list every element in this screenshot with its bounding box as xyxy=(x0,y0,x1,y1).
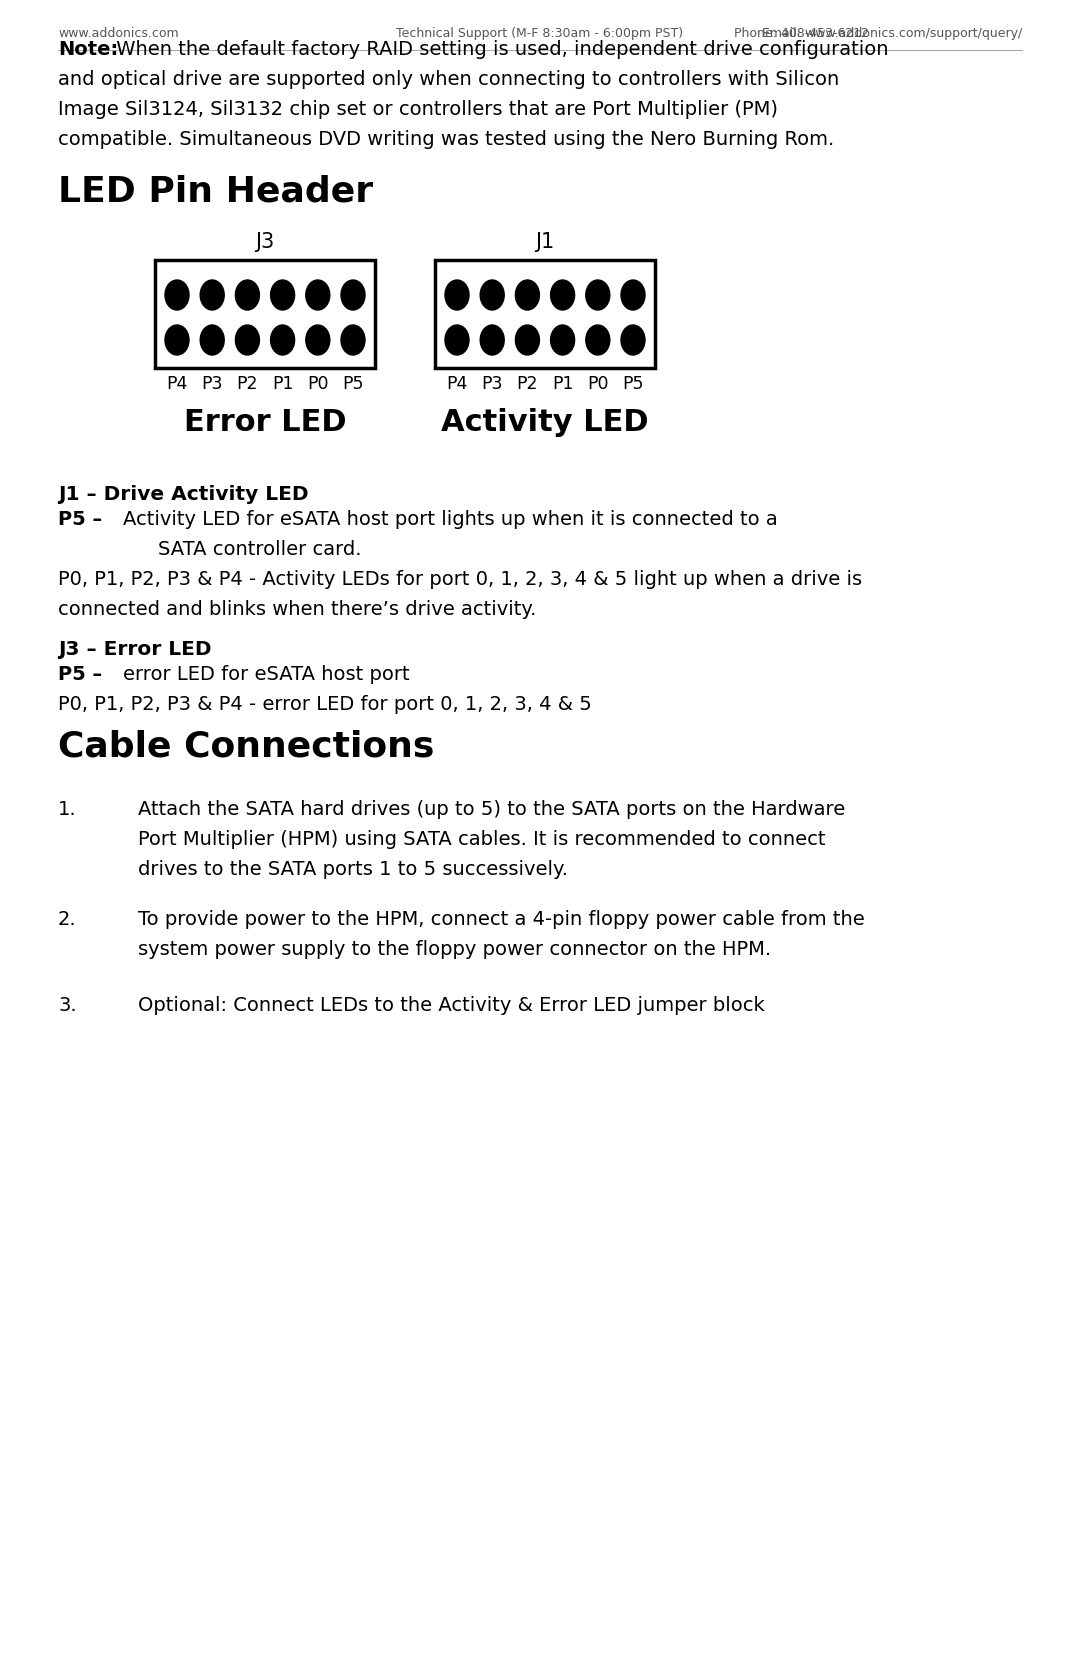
Text: P5: P5 xyxy=(342,376,364,392)
Ellipse shape xyxy=(585,280,610,310)
Text: 1.: 1. xyxy=(58,799,77,819)
Text: P0, P1, P2, P3 & P4 - error LED for port 0, 1, 2, 3, 4 & 5: P0, P1, P2, P3 & P4 - error LED for port… xyxy=(58,694,592,714)
Text: Activity LED for eSATA host port lights up when it is connected to a: Activity LED for eSATA host port lights … xyxy=(123,511,778,529)
Text: P4: P4 xyxy=(166,376,188,392)
Ellipse shape xyxy=(235,325,259,355)
Text: J3 – Error LED: J3 – Error LED xyxy=(58,639,212,659)
Text: P5 –: P5 – xyxy=(58,664,103,684)
Text: P3: P3 xyxy=(482,376,503,392)
Text: Activity LED: Activity LED xyxy=(442,407,649,437)
Ellipse shape xyxy=(165,280,189,310)
Text: P3: P3 xyxy=(202,376,222,392)
Text: Error LED: Error LED xyxy=(184,407,347,437)
Text: P5 –: P5 – xyxy=(58,511,103,529)
Ellipse shape xyxy=(200,280,225,310)
Ellipse shape xyxy=(515,280,539,310)
Ellipse shape xyxy=(621,280,645,310)
Ellipse shape xyxy=(235,280,259,310)
Bar xyxy=(156,260,375,367)
Text: Port Multiplier (HPM) using SATA cables. It is recommended to connect: Port Multiplier (HPM) using SATA cables.… xyxy=(138,829,825,850)
Text: 3.: 3. xyxy=(58,996,77,1015)
Ellipse shape xyxy=(481,325,504,355)
Text: connected and blinks when there’s drive activity.: connected and blinks when there’s drive … xyxy=(58,599,537,619)
Text: 2.: 2. xyxy=(58,910,77,930)
Text: P0, P1, P2, P3 & P4 - Activity LEDs for port 0, 1, 2, 3, 4 & 5 light up when a d: P0, P1, P2, P3 & P4 - Activity LEDs for … xyxy=(58,571,862,589)
Text: Note:: Note: xyxy=(58,40,118,58)
Ellipse shape xyxy=(585,325,610,355)
Text: Technical Support (M-F 8:30am - 6:00pm PST): Technical Support (M-F 8:30am - 6:00pm P… xyxy=(396,27,684,40)
Ellipse shape xyxy=(515,325,539,355)
Ellipse shape xyxy=(551,280,575,310)
Text: Email: www.addonics.com/support/query/: Email: www.addonics.com/support/query/ xyxy=(761,27,1022,40)
Ellipse shape xyxy=(621,325,645,355)
Text: P0: P0 xyxy=(588,376,608,392)
Ellipse shape xyxy=(341,280,365,310)
Text: drives to the SATA ports 1 to 5 successively.: drives to the SATA ports 1 to 5 successi… xyxy=(138,860,568,880)
Text: P2: P2 xyxy=(516,376,538,392)
Text: P4: P4 xyxy=(446,376,468,392)
Ellipse shape xyxy=(271,325,295,355)
Text: P1: P1 xyxy=(272,376,294,392)
Ellipse shape xyxy=(481,280,504,310)
Ellipse shape xyxy=(271,280,295,310)
Ellipse shape xyxy=(306,280,329,310)
Text: J1 – Drive Activity LED: J1 – Drive Activity LED xyxy=(58,486,309,504)
Ellipse shape xyxy=(445,325,469,355)
Text: J3: J3 xyxy=(255,232,274,252)
Text: J1: J1 xyxy=(536,232,555,252)
Text: Attach the SATA hard drives (up to 5) to the SATA ports on the Hardware: Attach the SATA hard drives (up to 5) to… xyxy=(138,799,846,819)
Text: P2: P2 xyxy=(237,376,258,392)
Text: P0: P0 xyxy=(307,376,328,392)
Ellipse shape xyxy=(165,325,189,355)
Ellipse shape xyxy=(341,325,365,355)
Text: Phone: 408-453-6212: Phone: 408-453-6212 xyxy=(734,27,869,40)
Text: compatible. Simultaneous DVD writing was tested using the Nero Burning Rom.: compatible. Simultaneous DVD writing was… xyxy=(58,130,834,149)
Text: www.addonics.com: www.addonics.com xyxy=(58,27,178,40)
Text: error LED for eSATA host port: error LED for eSATA host port xyxy=(123,664,409,684)
Ellipse shape xyxy=(551,325,575,355)
Ellipse shape xyxy=(306,325,329,355)
Text: and optical drive are supported only when connecting to controllers with Silicon: and optical drive are supported only whe… xyxy=(58,70,839,88)
Text: P5: P5 xyxy=(622,376,644,392)
Text: When the default factory RAID setting is used, independent drive configuration: When the default factory RAID setting is… xyxy=(110,40,889,58)
Text: LED Pin Header: LED Pin Header xyxy=(58,175,373,209)
Text: Cable Connections: Cable Connections xyxy=(58,729,434,764)
Text: To provide power to the HPM, connect a 4-pin floppy power cable from the: To provide power to the HPM, connect a 4… xyxy=(138,910,865,930)
Text: system power supply to the floppy power connector on the HPM.: system power supply to the floppy power … xyxy=(138,940,771,960)
Text: P1: P1 xyxy=(552,376,573,392)
Bar xyxy=(435,260,654,367)
Text: Optional: Connect LEDs to the Activity & Error LED jumper block: Optional: Connect LEDs to the Activity &… xyxy=(138,996,765,1015)
Ellipse shape xyxy=(200,325,225,355)
Text: Image Sil3124, Sil3132 chip set or controllers that are Port Multiplier (PM): Image Sil3124, Sil3132 chip set or contr… xyxy=(58,100,778,118)
Ellipse shape xyxy=(445,280,469,310)
Text: SATA controller card.: SATA controller card. xyxy=(158,541,362,559)
